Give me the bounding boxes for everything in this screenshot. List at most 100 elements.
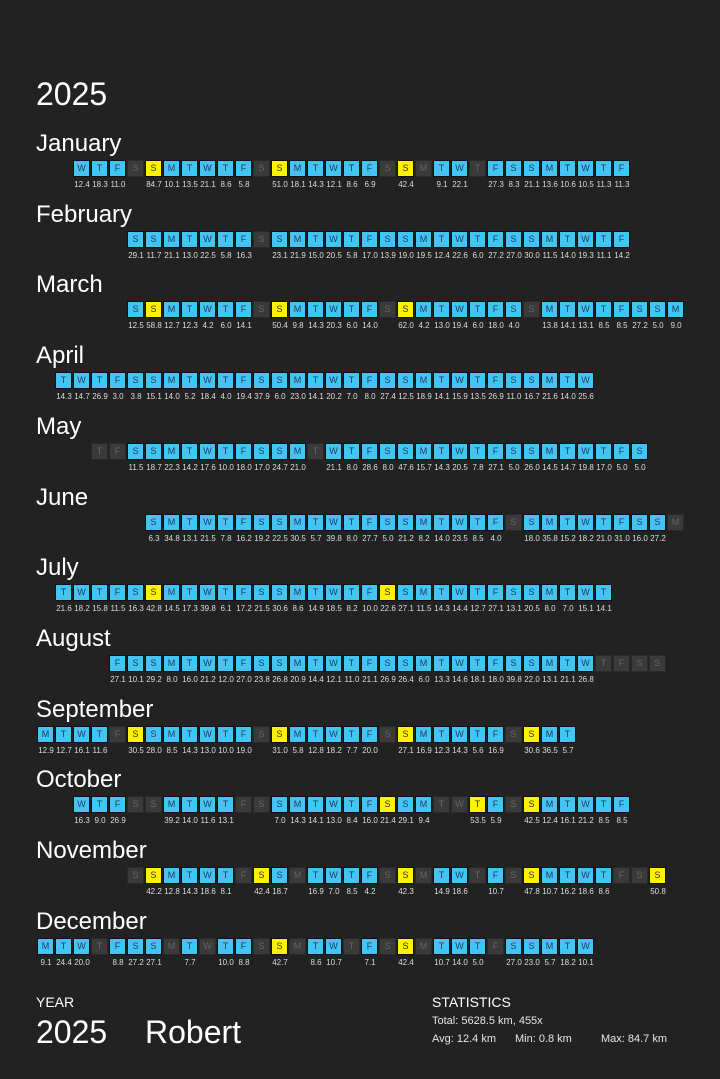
day-cell: T	[469, 160, 486, 177]
day-distance: 10.1	[578, 957, 594, 967]
day-cell: S	[145, 654, 162, 672]
day-distance: 6.0	[346, 321, 358, 331]
day-cell: M	[163, 160, 180, 177]
day-distance: 18.6	[452, 887, 468, 896]
day-cell: T	[307, 230, 324, 248]
day-cell: F	[487, 796, 504, 814]
runner-name: Robert	[145, 1014, 242, 1050]
day-cell: W	[325, 513, 342, 531]
day-cell: S	[505, 301, 522, 319]
day-distance: 14.1	[308, 816, 324, 826]
day-cell: W	[451, 796, 468, 814]
day-cell: S	[271, 301, 288, 319]
day-cell: W	[577, 937, 594, 955]
day-cell: T	[559, 230, 576, 248]
day-cell: T	[181, 301, 198, 319]
day-distance: 4.2	[418, 321, 430, 331]
day-cell: F	[361, 160, 378, 177]
day-distance: 8.6	[598, 887, 610, 896]
day-distance: 14.5	[164, 604, 180, 614]
day-distance: 26.9	[488, 392, 504, 402]
day-cell: T	[595, 584, 612, 602]
day-distance: 5.8	[220, 250, 232, 260]
day-cell: T	[595, 160, 612, 177]
day-cell: F	[361, 442, 378, 460]
day-distance: 14.0	[164, 392, 180, 402]
day-distance: 6.0	[418, 674, 430, 684]
day-distance: 42.5	[524, 816, 540, 826]
day-cell: W	[325, 372, 342, 390]
day-cell: M	[37, 937, 54, 955]
day-cell: W	[73, 725, 90, 743]
day-cell: F	[487, 867, 504, 884]
day-cell: T	[217, 301, 234, 319]
day-cell: S	[271, 654, 288, 672]
day-distance: 8.4	[346, 816, 358, 826]
day-cell: T	[91, 937, 108, 955]
month-name: August	[36, 624, 111, 652]
day-distance: 39.8	[200, 604, 216, 614]
day-cell: S	[523, 442, 540, 460]
day-cell: F	[109, 725, 126, 743]
day-cell: M	[163, 725, 180, 743]
day-cell: T	[91, 796, 108, 814]
day-distance: 9.4	[418, 816, 430, 826]
day-distance: 29.1	[398, 816, 414, 826]
day-distance: 18.0	[236, 462, 252, 472]
day-cell: F	[613, 513, 630, 531]
day-distance: 17.0	[596, 462, 612, 472]
day-cell: T	[433, 867, 450, 884]
day-cell: T	[217, 937, 234, 955]
day-cell: M	[289, 301, 306, 319]
day-distance: 18.4	[200, 392, 216, 402]
day-cell: W	[451, 372, 468, 390]
day-cell: S	[379, 160, 396, 177]
day-cell: S	[127, 867, 144, 884]
day-distance: 27.0	[506, 250, 522, 260]
day-cell: S	[397, 725, 414, 743]
day-cell: T	[181, 725, 198, 743]
day-cell: W	[577, 513, 594, 531]
day-cell: T	[343, 584, 360, 602]
day-cell: T	[181, 937, 198, 955]
day-cell: W	[325, 301, 342, 319]
day-distance: 18.0	[488, 321, 504, 331]
day-distance: 13.1	[506, 604, 522, 614]
day-cell: M	[163, 372, 180, 390]
day-distance: 11.0	[110, 180, 126, 189]
day-cell: W	[451, 301, 468, 319]
day-cell: M	[415, 442, 432, 460]
day-cell: F	[361, 301, 378, 319]
day-cell: T	[217, 372, 234, 390]
day-distance: 42.7	[272, 957, 288, 967]
day-cell: M	[289, 230, 306, 248]
day-cell: W	[73, 584, 90, 602]
day-distance: 12.8	[308, 745, 324, 755]
day-cell: S	[145, 584, 162, 602]
day-cell: M	[415, 230, 432, 248]
day-distance: 14.1	[308, 392, 324, 402]
day-distance: 6.1	[220, 604, 232, 614]
day-cell: F	[487, 160, 504, 177]
day-cell: S	[271, 230, 288, 248]
day-cell: T	[559, 513, 576, 531]
day-distance: 17.0	[362, 250, 378, 260]
day-cell: M	[415, 513, 432, 531]
day-distance: 13.9	[380, 250, 396, 260]
day-distance: 21.6	[542, 392, 558, 402]
day-cell: T	[595, 796, 612, 814]
day-cell: T	[217, 442, 234, 460]
day-cell: S	[271, 372, 288, 390]
day-distance: 39.8	[506, 674, 522, 684]
day-distance: 8.5	[472, 533, 484, 543]
day-cell: F	[613, 442, 630, 460]
day-distance: 51.0	[272, 180, 288, 189]
day-distance: 18.7	[146, 462, 162, 472]
day-distance: 15.9	[452, 392, 468, 402]
day-cell: S	[379, 301, 396, 319]
day-distance: 47.6	[398, 462, 414, 472]
day-cell: T	[307, 301, 324, 319]
day-distance: 39.8	[326, 533, 342, 543]
day-distance: 17.2	[236, 604, 252, 614]
day-cell: M	[415, 725, 432, 743]
